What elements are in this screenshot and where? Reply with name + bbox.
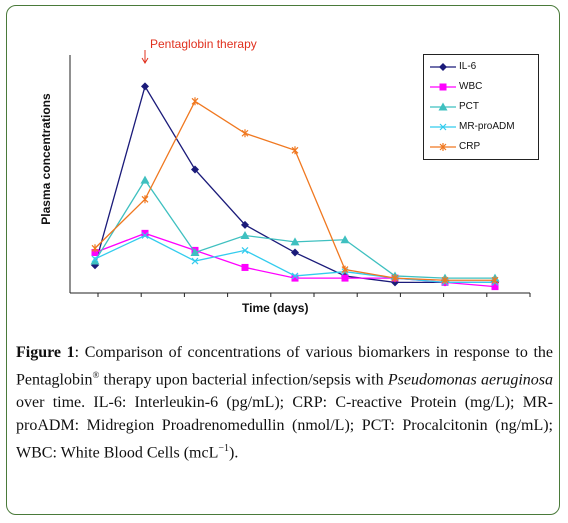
- chart-legend: IL-6 WBC PCT MR-proADM CRP: [423, 54, 539, 160]
- annotation-arrow-head: [141, 57, 149, 64]
- chart-axes: [69, 50, 531, 297]
- legend-label: MR-proADM: [459, 121, 515, 132]
- series-pct: [90, 175, 500, 282]
- line-chart: [69, 50, 531, 297]
- annotation-label: Pentaglobin therapy: [150, 37, 257, 51]
- data-point: [190, 248, 200, 257]
- caption-label: Figure 1: [16, 344, 75, 361]
- legend-swatch: [430, 123, 456, 131]
- data-point: [340, 235, 350, 244]
- figure-caption: Figure 1: Comparison of concentrations o…: [16, 341, 553, 465]
- caption-sup-2: −1: [218, 443, 229, 455]
- data-point: [491, 276, 499, 285]
- data-point: [291, 274, 299, 282]
- legend-label: CRP: [459, 141, 481, 152]
- chart-series: [90, 82, 500, 291]
- legend-item: CRP: [424, 139, 538, 159]
- data-point: [241, 263, 249, 271]
- legend-item: MR-proADM: [424, 119, 538, 139]
- caption-italic: Pseudomonas aeruginosa: [387, 371, 553, 389]
- caption-text-3: over time. IL-6: Interleukin-6 (pg/mL); …: [16, 394, 553, 462]
- legend-marker: [439, 143, 447, 151]
- legend-item: PCT: [424, 99, 538, 119]
- legend-swatch: [430, 83, 456, 91]
- data-point: [141, 232, 149, 239]
- data-point: [341, 274, 349, 282]
- series-line: [94, 178, 495, 279]
- data-point: [191, 257, 199, 265]
- legend-item: WBC: [424, 79, 538, 99]
- data-point: [341, 265, 349, 274]
- y-axis-label: Plasma concentrations: [39, 93, 53, 225]
- legend-swatch: [430, 102, 456, 111]
- legend-label: IL-6: [459, 61, 477, 72]
- data-point: [291, 248, 299, 257]
- data-point: [290, 237, 300, 246]
- x-axis-label: Time (days): [242, 301, 309, 315]
- caption-text-2: therapy upon bacterial infection/sepsis …: [99, 371, 388, 389]
- data-point: [91, 249, 99, 257]
- data-point: [241, 129, 249, 138]
- legend-label: PCT: [459, 101, 479, 112]
- legend-marker: [439, 83, 447, 91]
- data-point: [91, 244, 99, 253]
- data-point: [291, 146, 299, 155]
- data-point: [141, 229, 149, 237]
- caption-text-4: ).: [229, 444, 239, 462]
- caption-sup: ®: [92, 370, 100, 380]
- data-point: [141, 195, 149, 204]
- data-point: [391, 274, 399, 283]
- data-point: [240, 230, 250, 239]
- data-point: [241, 220, 249, 229]
- data-point: [191, 165, 199, 174]
- data-point: [141, 82, 149, 91]
- legend-label: WBC: [459, 81, 483, 92]
- data-point: [491, 283, 499, 291]
- legend-item: IL-6: [424, 59, 538, 79]
- legend-swatch: [430, 143, 456, 151]
- data-point: [241, 246, 249, 254]
- data-point: [191, 97, 199, 106]
- data-point: [291, 272, 299, 280]
- data-point: [90, 256, 100, 265]
- data-point: [140, 175, 150, 184]
- legend-swatch: [430, 63, 456, 71]
- legend-marker: [439, 123, 447, 131]
- caption-text-1: : Comparison of concentrations of variou…: [16, 344, 553, 389]
- legend-marker: [439, 63, 447, 71]
- data-point: [441, 276, 449, 285]
- series-crp: [91, 97, 499, 285]
- data-point: [91, 255, 99, 263]
- legend-marker: [438, 102, 448, 111]
